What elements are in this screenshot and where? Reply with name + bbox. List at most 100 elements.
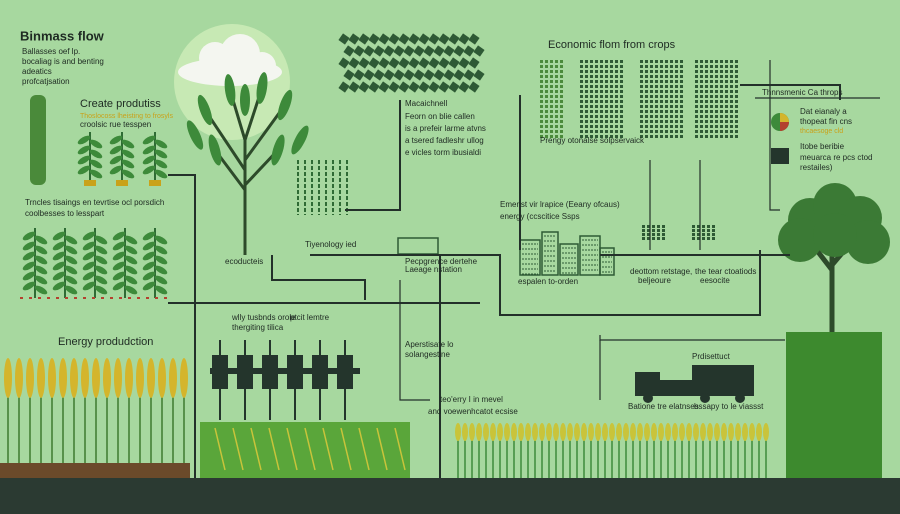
heading: Energy produdction: [58, 336, 153, 348]
leaf-block: [458, 33, 470, 45]
crop-cell: [605, 105, 608, 108]
leaf: [64, 285, 78, 295]
crop-cell: [650, 70, 653, 73]
crop-cell: [650, 75, 653, 78]
crop-cell: [715, 135, 718, 138]
crop-cell: [655, 95, 658, 98]
crop-cell: [670, 75, 673, 78]
crop-cell: [670, 110, 673, 113]
crop-cell: [545, 65, 548, 68]
crop-cell: [560, 105, 563, 108]
crop-cell: [735, 120, 738, 123]
leaf-block: [338, 57, 350, 69]
leaf: [109, 165, 123, 175]
text: bssapy to le viassst: [694, 402, 764, 411]
crop-cell: [545, 70, 548, 73]
crop-cell: [620, 125, 623, 128]
crop-cell: [600, 135, 603, 138]
field-row: [214, 427, 226, 471]
crop-cell: [610, 60, 613, 63]
crop-cell: [640, 70, 643, 73]
crop-cell: [642, 233, 645, 236]
crop-cell: [710, 70, 713, 73]
crop-cell: [675, 65, 678, 68]
leaf: [94, 235, 108, 245]
crop-cell: [555, 100, 558, 103]
crop-cell: [600, 95, 603, 98]
crop-cell: [720, 125, 723, 128]
leaf: [64, 255, 78, 265]
crop-cell: [655, 85, 658, 88]
crop-cell: [590, 85, 593, 88]
crop-cell: [680, 125, 683, 128]
crop-cell: [705, 70, 708, 73]
crop-cell: [707, 233, 710, 236]
crop-cell: [725, 125, 728, 128]
leaf-block: [358, 81, 370, 93]
crop-cell: [615, 125, 618, 128]
crop-cell: [670, 105, 673, 108]
crop-cell: [645, 65, 648, 68]
leaf: [142, 165, 156, 175]
leaf-block: [443, 69, 455, 81]
leaf-block: [418, 33, 430, 45]
crop-cell: [730, 60, 733, 63]
illustrations: [0, 33, 890, 478]
wheat-head: [92, 358, 100, 398]
crop-cell: [670, 135, 673, 138]
leaf: [82, 281, 96, 291]
crop-cell: [540, 95, 543, 98]
leaf: [186, 120, 204, 150]
crop-cell: [725, 110, 728, 113]
crop-cell: [555, 110, 558, 113]
wheat-head: [637, 423, 643, 441]
crop-cell: [545, 130, 548, 133]
crop-cell: [540, 80, 543, 83]
crop-cell: [660, 75, 663, 78]
crop-cell: [707, 237, 710, 240]
crop-cell: [555, 80, 558, 83]
crop-cell: [600, 75, 603, 78]
wheat-head: [136, 358, 144, 398]
crop-cell: [710, 75, 713, 78]
crop-cell: [595, 85, 598, 88]
crop-cell: [647, 233, 650, 236]
text: a tsered fadleshr ullog: [405, 136, 484, 145]
crop-cell: [725, 135, 728, 138]
crop-cell: [675, 125, 678, 128]
crop-cell: [555, 115, 558, 118]
leaf-block: [473, 45, 485, 57]
leaf: [112, 281, 126, 291]
crop-cell: [595, 130, 598, 133]
crop-cell: [665, 85, 668, 88]
crop-cell: [545, 60, 548, 63]
crop-cell: [705, 65, 708, 68]
crop-cell: [615, 75, 618, 78]
crop-cell: [545, 95, 548, 98]
leaf: [52, 281, 66, 291]
crop-cell: [712, 229, 715, 232]
crop-cell: [615, 110, 618, 113]
crop-cell: [650, 95, 653, 98]
wheat-head: [125, 358, 133, 398]
crop-cell: [580, 60, 583, 63]
crop-cell: [610, 125, 613, 128]
crop-cell: [590, 105, 593, 108]
crop-cell: [615, 80, 618, 83]
crop-cell: [705, 120, 708, 123]
crop-cell: [545, 85, 548, 88]
leaf: [52, 271, 66, 281]
field-row: [376, 427, 388, 471]
crop-cell: [697, 225, 700, 228]
crop-cell: [660, 60, 663, 63]
crop-cell: [585, 135, 588, 138]
crop-cell: [652, 233, 655, 236]
leaf: [77, 135, 91, 145]
crop-cell: [545, 80, 548, 83]
leaf: [82, 251, 96, 261]
text: Laeage nstation: [405, 265, 462, 274]
crop-cell: [710, 120, 713, 123]
leaf: [208, 134, 222, 166]
crop-cell: [590, 60, 593, 63]
crop-cell: [640, 100, 643, 103]
